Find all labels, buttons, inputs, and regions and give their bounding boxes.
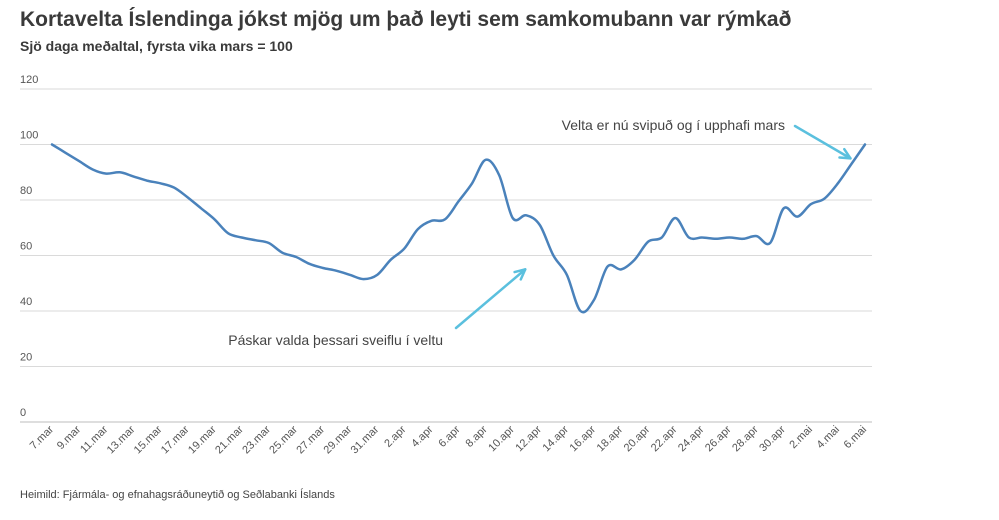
- series-line: [50, 143, 867, 314]
- annotation-arrow: [454, 268, 527, 330]
- x-tick-label: 23.mar: [240, 423, 273, 456]
- x-tick-label: 26.apr: [703, 423, 734, 454]
- y-tick-label: 0: [20, 407, 26, 419]
- annotation-label: Páskar valda þessari sveiflu í veltu: [228, 332, 443, 348]
- x-tick-label: 6.apr: [436, 423, 462, 449]
- x-tick-label: 2.apr: [382, 423, 408, 449]
- x-tick-label: 2.mai: [787, 424, 815, 452]
- annotation-layer: Velta er nú svipuð og í upphafi mars Pásk…: [228, 117, 852, 348]
- y-axis-ticks: 0 20 40 60 80 100 120: [20, 74, 38, 419]
- x-tick-label: 29.mar: [322, 423, 355, 456]
- x-tick-label: 17.mar: [159, 423, 192, 456]
- series-layer: [50, 143, 867, 314]
- x-tick-label: 30.apr: [757, 423, 788, 454]
- x-tick-label: 27.mar: [294, 423, 327, 456]
- grid-layer: [20, 88, 872, 423]
- x-tick-label: 6.mai: [842, 424, 870, 452]
- x-tick-label: 4.mai: [815, 424, 843, 452]
- chart-subtitle: Sjö daga meðaltal, fyrsta vika mars = 10…: [20, 38, 293, 54]
- x-tick-label: 19.mar: [186, 423, 219, 456]
- y-tick-label: 20: [20, 352, 32, 364]
- y-tick-label: 60: [20, 241, 32, 253]
- y-tick-label: 80: [20, 185, 32, 197]
- x-tick-label: 11.mar: [78, 423, 110, 455]
- x-tick-label: 21.mar: [213, 423, 246, 456]
- annotation-arrow: [793, 124, 852, 160]
- y-tick-label: 120: [20, 74, 38, 86]
- x-tick-label: 13.mar: [105, 423, 138, 456]
- x-tick-label: 31.mar: [349, 423, 382, 456]
- x-tick-label: 4.apr: [409, 423, 435, 449]
- x-axis-ticks: 7.mar9.mar11.mar13.mar15.mar17.mar19.mar…: [28, 423, 869, 456]
- x-tick-label: 7.mar: [28, 423, 57, 452]
- x-tick-label: 22.apr: [649, 423, 680, 454]
- x-tick-label: 15.mar: [132, 423, 165, 456]
- x-tick-label: 24.apr: [676, 423, 707, 454]
- x-tick-label: 18.apr: [595, 423, 626, 454]
- annotation-label: Velta er nú svipuð og í upphafi mars: [562, 117, 785, 133]
- x-tick-label: 28.apr: [730, 423, 761, 454]
- annotation-arrowhead: [838, 147, 852, 160]
- y-tick-label: 40: [20, 296, 32, 308]
- x-tick-label: 20.apr: [622, 423, 653, 454]
- x-tick-label: 25.mar: [267, 423, 300, 456]
- x-tick-label: 16.apr: [568, 423, 599, 454]
- x-tick-label: 10.apr: [486, 423, 517, 454]
- y-tick-label: 100: [20, 130, 38, 142]
- x-tick-label: 12.apr: [513, 423, 544, 454]
- x-tick-label: 14.apr: [540, 423, 571, 454]
- chart-title: Kortavelta Íslendinga jókst mjög um það …: [20, 8, 792, 31]
- source-note: Heimild: Fjármála- og efnahagsráðuneytið…: [20, 489, 335, 501]
- annotation-arrowhead: [513, 268, 527, 281]
